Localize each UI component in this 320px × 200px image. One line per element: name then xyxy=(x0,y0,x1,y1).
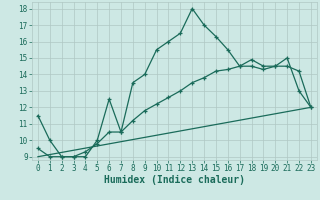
X-axis label: Humidex (Indice chaleur): Humidex (Indice chaleur) xyxy=(104,175,245,185)
